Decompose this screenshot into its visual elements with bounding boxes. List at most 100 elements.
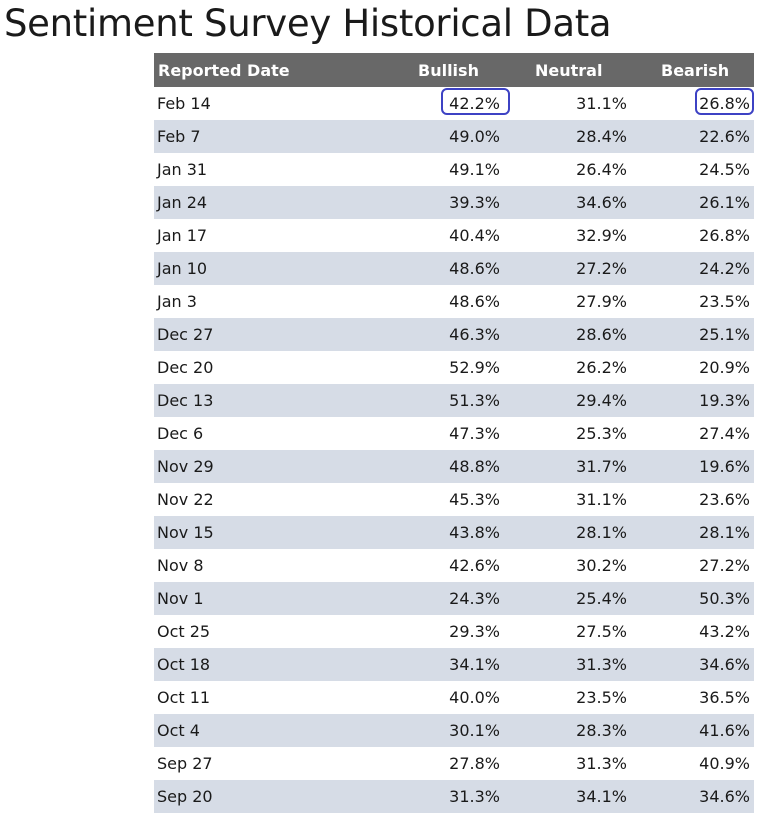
table-row: Sep 20 31.3% 34.1% 34.6% [154,780,754,813]
date-cell: Jan 24 [157,193,208,212]
bearish-cell: 26.1% [699,193,750,212]
table-row: Jan 3 48.6% 27.9% 23.5% [154,285,754,318]
bearish-cell: 25.1% [699,325,750,344]
bullish-cell: 52.9% [449,358,500,377]
date-cell: Jan 17 [157,226,208,245]
bearish-cell: 28.1% [699,523,750,542]
neutral-cell: 27.2% [576,259,627,278]
bullish-cell: 43.8% [449,523,500,542]
bearish-cell: 23.6% [699,490,750,509]
neutral-cell: 31.3% [576,655,627,674]
table-body: Feb 14 42.2% 31.1% 26.8% Feb 7 49.0% 28.4% 22.6… [154,87,754,813]
neutral-cell: 25.4% [576,589,627,608]
neutral-cell: 28.4% [576,127,627,146]
bullish-cell: 49.1% [449,160,500,179]
bullish-cell: 45.3% [449,490,500,509]
neutral-cell: 34.6% [576,193,627,212]
table-row: Jan 24 39.3% 34.6% 26.1% [154,186,754,219]
table-row: Dec 27 46.3% 28.6% 25.1% [154,318,754,351]
bullish-cell: 42.2% [449,94,500,113]
date-cell: Dec 13 [157,391,214,410]
date-cell: Oct 25 [157,622,211,641]
date-cell: Oct 18 [157,655,211,674]
bearish-cell: 34.6% [699,655,750,674]
neutral-cell: 26.2% [576,358,627,377]
date-cell: Jan 3 [157,292,197,311]
date-cell: Sep 20 [157,787,213,806]
neutral-cell: 31.1% [576,94,627,113]
bullish-cell: 29.3% [449,622,500,641]
date-cell: Nov 1 [157,589,204,608]
neutral-cell: 28.6% [576,325,627,344]
bearish-cell: 24.5% [699,160,750,179]
bullish-cell: 40.0% [449,688,500,707]
bullish-cell: 48.6% [449,259,500,278]
table-row: Oct 11 40.0% 23.5% 36.5% [154,681,754,714]
neutral-cell: 28.3% [576,721,627,740]
bearish-cell: 41.6% [699,721,750,740]
bearish-cell: 36.5% [699,688,750,707]
bearish-cell: 26.8% [699,94,750,113]
neutral-cell: 34.1% [576,787,627,806]
date-cell: Oct 4 [157,721,200,740]
table-row: Sep 27 27.8% 31.3% 40.9% [154,747,754,780]
neutral-cell: 29.4% [576,391,627,410]
date-cell: Feb 14 [157,94,211,113]
table-row: Feb 7 49.0% 28.4% 22.6% [154,120,754,153]
bearish-cell: 20.9% [699,358,750,377]
date-cell: Feb 7 [157,127,201,146]
date-cell: Nov 29 [157,457,214,476]
neutral-cell: 27.9% [576,292,627,311]
neutral-cell: 27.5% [576,622,627,641]
date-cell: Dec 27 [157,325,214,344]
table-row: Dec 13 51.3% 29.4% 19.3% [154,384,754,417]
neutral-cell: 26.4% [576,160,627,179]
bearish-cell: 43.2% [699,622,750,641]
page-title: Sentiment Survey Historical Data [4,2,612,45]
table-row: Oct 18 34.1% 31.3% 34.6% [154,648,754,681]
bullish-highlight-box [441,88,510,115]
header-neutral: Neutral [535,60,603,80]
table-row: Nov 29 48.8% 31.7% 19.6% [154,450,754,483]
bearish-cell: 26.8% [699,226,750,245]
header-reported-date: Reported Date [158,60,290,80]
bearish-cell: 19.3% [699,391,750,410]
table-row: Oct 4 30.1% 28.3% 41.6% [154,714,754,747]
neutral-cell: 23.5% [576,688,627,707]
table-row: Dec 20 52.9% 26.2% 20.9% [154,351,754,384]
date-cell: Jan 10 [157,259,208,278]
neutral-cell: 25.3% [576,424,627,443]
date-cell: Dec 20 [157,358,214,377]
date-cell: Nov 8 [157,556,204,575]
bullish-cell: 46.3% [449,325,500,344]
neutral-cell: 32.9% [576,226,627,245]
table-row: Jan 31 49.1% 26.4% 24.5% [154,153,754,186]
table-row: Nov 8 42.6% 30.2% 27.2% [154,549,754,582]
table-header-row: Reported Date Bullish Neutral Bearish [154,53,754,87]
bearish-cell: 40.9% [699,754,750,773]
bullish-cell: 48.6% [449,292,500,311]
date-cell: Nov 22 [157,490,214,509]
bullish-cell: 49.0% [449,127,500,146]
neutral-cell: 31.3% [576,754,627,773]
bullish-cell: 48.8% [449,457,500,476]
bearish-cell: 27.2% [699,556,750,575]
bullish-cell: 39.3% [449,193,500,212]
bullish-cell: 30.1% [449,721,500,740]
date-cell: Oct 11 [157,688,211,707]
date-cell: Dec 6 [157,424,204,443]
bullish-cell: 42.6% [449,556,500,575]
bearish-cell: 22.6% [699,127,750,146]
sentiment-table: Reported Date Bullish Neutral Bearish Fe… [154,53,754,813]
neutral-cell: 30.2% [576,556,627,575]
bearish-cell: 27.4% [699,424,750,443]
bullish-cell: 34.1% [449,655,500,674]
table-row: Oct 25 29.3% 27.5% 43.2% [154,615,754,648]
table-row: Dec 6 47.3% 25.3% 27.4% [154,417,754,450]
header-bullish: Bullish [418,60,479,80]
bearish-highlight-box [695,88,754,115]
table-row: Jan 10 48.6% 27.2% 24.2% [154,252,754,285]
date-cell: Sep 27 [157,754,213,773]
table-row: Nov 22 45.3% 31.1% 23.6% [154,483,754,516]
header-bearish: Bearish [661,60,730,80]
